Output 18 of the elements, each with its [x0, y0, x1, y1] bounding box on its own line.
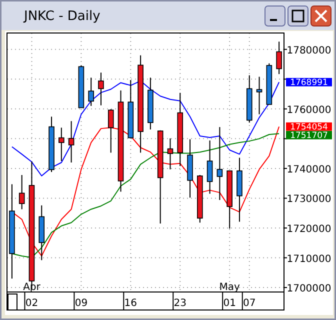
- x-tick-label: May 01: [219, 282, 240, 309]
- y-tick-label: 1710000: [286, 254, 332, 265]
- x-tick-label: 16: [124, 298, 138, 309]
- line-series: [11, 80, 280, 176]
- y-tick-label: 1760000: [286, 104, 332, 116]
- data-label: 1768991: [290, 78, 328, 88]
- x-tick-label: Apr 02: [23, 282, 42, 309]
- x-tick-label: 23: [174, 298, 186, 309]
- data-label: 1754054: [290, 122, 328, 133]
- x-tick-label: 07: [243, 298, 256, 309]
- x-tick-label: 09: [74, 298, 88, 309]
- y-tick-label: 1740000: [286, 164, 332, 176]
- y-tick-label: 1780000: [286, 45, 332, 56]
- chart-title: JNKC - Daily: [23, 9, 101, 24]
- y-tick-label: 1720000: [286, 224, 332, 235]
- y-tick-label: 1730000: [286, 194, 332, 206]
- data-label: 1751707: [290, 131, 328, 142]
- y-tick-label: 1700000: [286, 284, 332, 295]
